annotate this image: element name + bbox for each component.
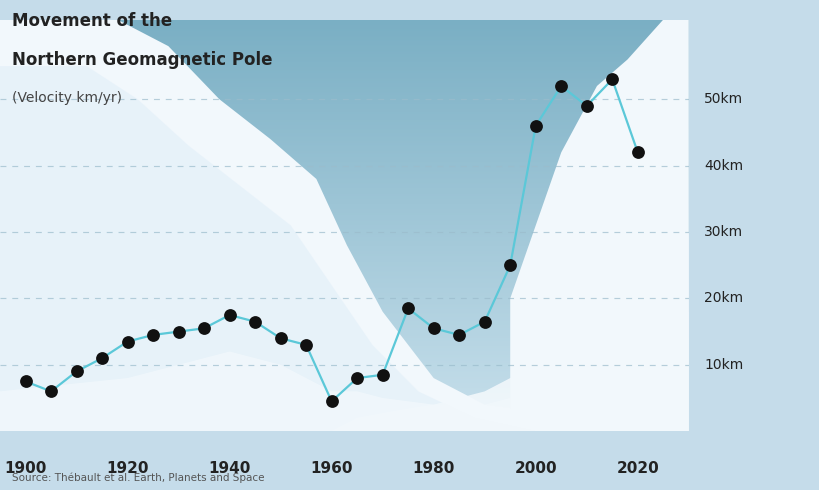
Text: Source: Thébault et al. Earth, Planets and Space: Source: Thébault et al. Earth, Planets a… xyxy=(12,472,265,483)
Point xyxy=(580,102,593,110)
Text: 2000: 2000 xyxy=(514,461,556,476)
Text: 1920: 1920 xyxy=(106,461,148,476)
Text: 1960: 1960 xyxy=(310,461,352,476)
Point xyxy=(605,75,618,83)
Text: (Velocity km/yr): (Velocity km/yr) xyxy=(12,91,122,105)
Point xyxy=(44,388,57,395)
Polygon shape xyxy=(0,312,688,431)
Point xyxy=(121,338,134,345)
Point xyxy=(401,304,414,312)
Text: 20km: 20km xyxy=(704,292,742,305)
Polygon shape xyxy=(0,66,688,431)
Point xyxy=(248,318,261,325)
Point xyxy=(477,318,491,325)
Text: 1900: 1900 xyxy=(4,461,47,476)
Text: 10km: 10km xyxy=(704,358,743,372)
Point xyxy=(147,331,160,339)
Polygon shape xyxy=(509,20,688,431)
Text: 2020: 2020 xyxy=(616,461,658,476)
Polygon shape xyxy=(0,20,688,431)
Point xyxy=(503,261,516,269)
Point xyxy=(324,397,337,405)
Point xyxy=(274,334,287,342)
Point xyxy=(70,368,83,375)
Point xyxy=(554,82,567,90)
Point xyxy=(351,374,364,382)
Text: 1940: 1940 xyxy=(208,461,251,476)
Point xyxy=(631,148,644,156)
Point xyxy=(223,311,236,319)
Point xyxy=(452,331,465,339)
Polygon shape xyxy=(331,232,688,431)
Text: Movement of the: Movement of the xyxy=(12,12,172,30)
Text: 1980: 1980 xyxy=(412,461,455,476)
Point xyxy=(528,122,541,130)
Point xyxy=(19,377,32,385)
Text: 30km: 30km xyxy=(704,225,742,239)
Point xyxy=(95,354,108,362)
Point xyxy=(172,328,185,336)
Point xyxy=(197,324,210,332)
Point xyxy=(376,371,389,379)
Text: Northern Geomagnetic Pole: Northern Geomagnetic Pole xyxy=(12,51,273,70)
Text: 40km: 40km xyxy=(704,159,742,172)
Text: 50km: 50km xyxy=(704,92,742,106)
Point xyxy=(427,324,440,332)
Point xyxy=(299,341,312,349)
